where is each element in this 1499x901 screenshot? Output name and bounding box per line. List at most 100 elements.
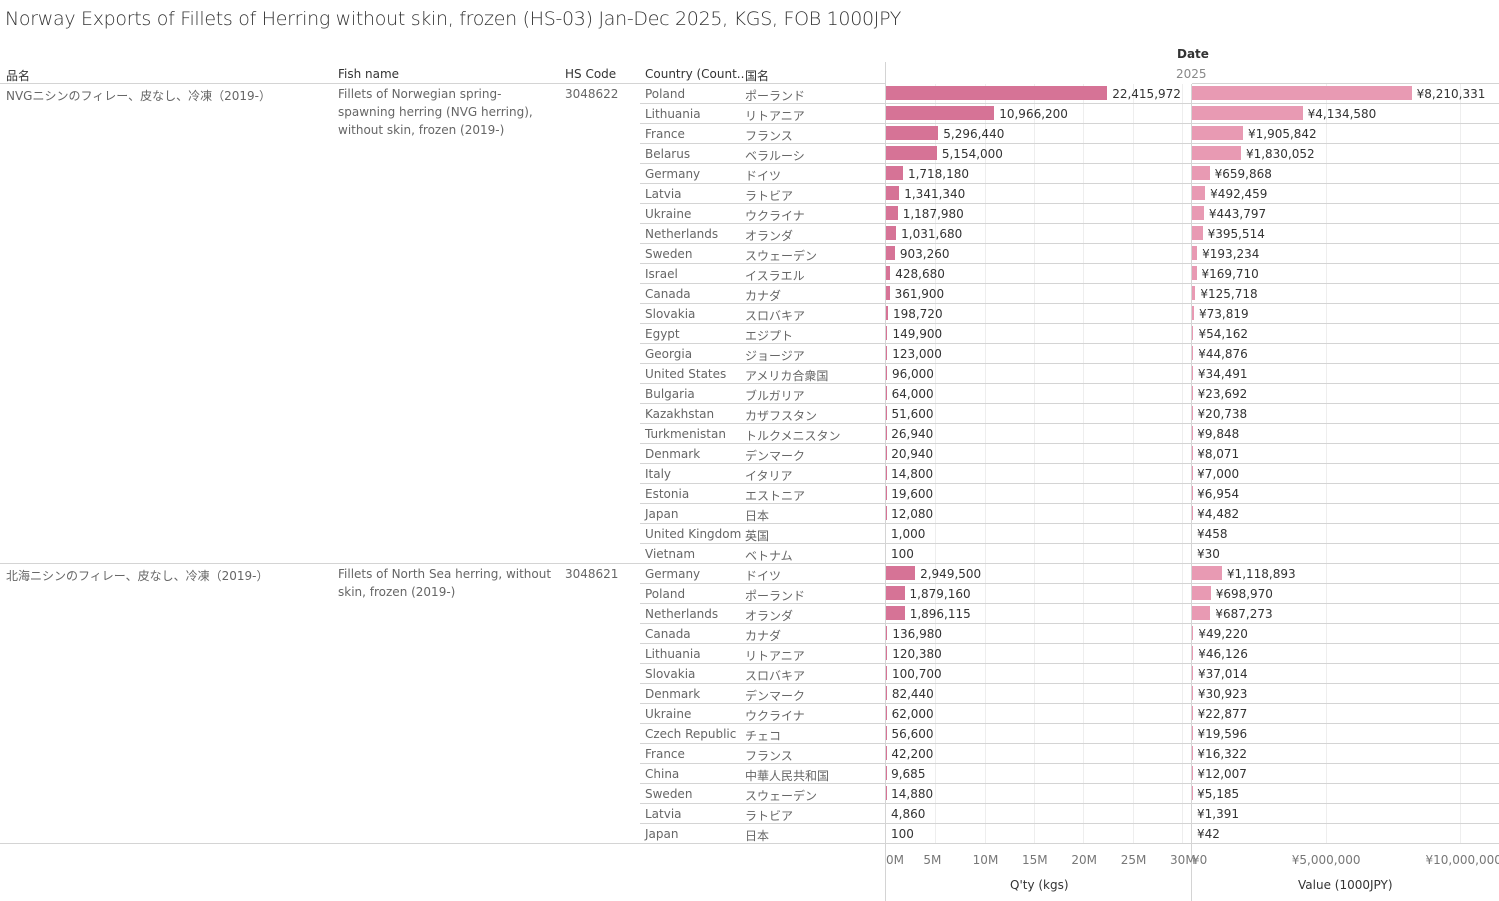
qty-bar[interactable] bbox=[886, 566, 916, 580]
country-name[interactable]: United States bbox=[645, 367, 727, 381]
value-bar[interactable] bbox=[1192, 226, 1203, 240]
jp-name-header[interactable]: 品名 bbox=[6, 69, 31, 83]
value-bar[interactable] bbox=[1192, 626, 1194, 640]
value-bar[interactable] bbox=[1192, 666, 1193, 680]
country-name[interactable]: Poland bbox=[645, 87, 686, 101]
value-bar[interactable] bbox=[1192, 326, 1194, 340]
value-bar[interactable] bbox=[1192, 266, 1197, 280]
country-jp-header[interactable]: 国名 bbox=[745, 69, 770, 83]
country-name[interactable]: Turkmenistan bbox=[645, 427, 726, 441]
qty-bar[interactable] bbox=[886, 246, 895, 260]
country-name[interactable]: Estonia bbox=[645, 487, 690, 501]
qty-bar[interactable] bbox=[886, 406, 887, 420]
qty-bar[interactable] bbox=[886, 126, 939, 140]
country-name[interactable]: Japan bbox=[645, 507, 679, 521]
value-bar[interactable] bbox=[1192, 246, 1198, 260]
value-bar[interactable] bbox=[1192, 386, 1193, 400]
country-name[interactable]: Slovakia bbox=[645, 667, 696, 681]
value-bar[interactable] bbox=[1192, 566, 1222, 580]
qty-bar[interactable] bbox=[886, 646, 888, 660]
qty-bar[interactable] bbox=[886, 386, 887, 400]
row-divider bbox=[640, 323, 1499, 324]
qty-bar[interactable] bbox=[886, 326, 888, 340]
country-name[interactable]: France bbox=[645, 747, 685, 761]
country-name[interactable]: Sweden bbox=[645, 247, 693, 261]
country-name[interactable]: Netherlands bbox=[645, 227, 719, 241]
country-name[interactable]: Lithuania bbox=[645, 647, 701, 661]
value-bar[interactable] bbox=[1192, 346, 1194, 360]
qty-bar[interactable] bbox=[886, 226, 897, 240]
value-bar[interactable] bbox=[1192, 606, 1211, 620]
qty-bar[interactable] bbox=[886, 146, 937, 160]
country-name[interactable]: Slovakia bbox=[645, 307, 696, 321]
country-name[interactable]: Bulgaria bbox=[645, 387, 695, 401]
qty-bar[interactable] bbox=[886, 686, 887, 700]
qty-bar[interactable] bbox=[886, 306, 888, 320]
qty-bar[interactable] bbox=[886, 366, 887, 380]
value-bar[interactable] bbox=[1192, 186, 1206, 200]
country-name[interactable]: Canada bbox=[645, 627, 691, 641]
qty-bar[interactable] bbox=[886, 86, 1108, 100]
value-bar[interactable] bbox=[1192, 726, 1193, 740]
country-name[interactable]: Lithuania bbox=[645, 107, 701, 121]
qty-bar[interactable] bbox=[886, 206, 898, 220]
value-bar[interactable] bbox=[1192, 586, 1211, 600]
fish-name-header[interactable]: Fish name bbox=[338, 67, 400, 81]
hs-code-header[interactable]: HS Code bbox=[565, 67, 617, 81]
country-name[interactable]: Ukraine bbox=[645, 207, 692, 221]
country-name[interactable]: Kazakhstan bbox=[645, 407, 715, 421]
value-bar[interactable] bbox=[1192, 706, 1193, 720]
country-header[interactable]: Country (Count.. bbox=[645, 67, 745, 81]
country-name[interactable]: Vietnam bbox=[645, 547, 696, 561]
country-name[interactable]: Canada bbox=[645, 287, 691, 301]
qty-bar[interactable] bbox=[886, 666, 887, 680]
qty-bar[interactable] bbox=[886, 706, 887, 720]
country-name[interactable]: Germany bbox=[645, 567, 701, 581]
qty-bar[interactable] bbox=[886, 606, 905, 620]
value-bar[interactable] bbox=[1192, 206, 1204, 220]
value-bar[interactable] bbox=[1192, 366, 1193, 380]
country-name[interactable]: United Kingdom bbox=[645, 527, 742, 541]
qty-bar[interactable] bbox=[886, 266, 891, 280]
country-name[interactable]: Denmark bbox=[645, 687, 701, 701]
country-name[interactable]: Japan bbox=[645, 827, 679, 841]
country-name[interactable]: Denmark bbox=[645, 447, 701, 461]
qty-bar[interactable] bbox=[886, 166, 903, 180]
country-jp-name: トルクメニスタン bbox=[745, 429, 841, 443]
row-divider bbox=[640, 123, 1499, 124]
country-name[interactable]: Sweden bbox=[645, 787, 693, 801]
country-name[interactable]: Germany bbox=[645, 167, 701, 181]
qty-bar[interactable] bbox=[886, 106, 995, 120]
qty-bar[interactable] bbox=[886, 286, 890, 300]
country-name[interactable]: France bbox=[645, 127, 685, 141]
value-bar[interactable] bbox=[1192, 306, 1194, 320]
country-name[interactable]: Czech Republic bbox=[645, 727, 737, 741]
country-name[interactable]: Ukraine bbox=[645, 707, 692, 721]
country-name[interactable]: Israel bbox=[645, 267, 678, 281]
value-bar[interactable] bbox=[1192, 126, 1243, 140]
country-name[interactable]: Latvia bbox=[645, 807, 682, 821]
qty-bar[interactable] bbox=[886, 726, 887, 740]
qty-tick-label: 10M bbox=[972, 853, 999, 867]
qty-bar[interactable] bbox=[886, 346, 888, 360]
value-bar[interactable] bbox=[1192, 146, 1241, 160]
row-divider bbox=[640, 423, 1499, 424]
value-bar[interactable] bbox=[1192, 686, 1193, 700]
value-bar[interactable] bbox=[1192, 166, 1210, 180]
country-name[interactable]: Belarus bbox=[645, 147, 691, 161]
value-bar[interactable] bbox=[1192, 86, 1412, 100]
qty-bar[interactable] bbox=[886, 586, 905, 600]
value-bar[interactable] bbox=[1192, 646, 1194, 660]
qty-bar[interactable] bbox=[886, 626, 888, 640]
value-bar[interactable] bbox=[1192, 286, 1196, 300]
value-bar[interactable] bbox=[1192, 106, 1303, 120]
country-name[interactable]: Italy bbox=[645, 467, 672, 481]
country-name[interactable]: Poland bbox=[645, 587, 686, 601]
country-name[interactable]: Netherlands bbox=[645, 607, 719, 621]
country-name[interactable]: China bbox=[645, 767, 680, 781]
value-bar[interactable] bbox=[1192, 406, 1193, 420]
qty-bar[interactable] bbox=[886, 186, 900, 200]
country-name[interactable]: Georgia bbox=[645, 347, 693, 361]
country-name[interactable]: Latvia bbox=[645, 187, 682, 201]
country-name[interactable]: Egypt bbox=[645, 327, 680, 341]
